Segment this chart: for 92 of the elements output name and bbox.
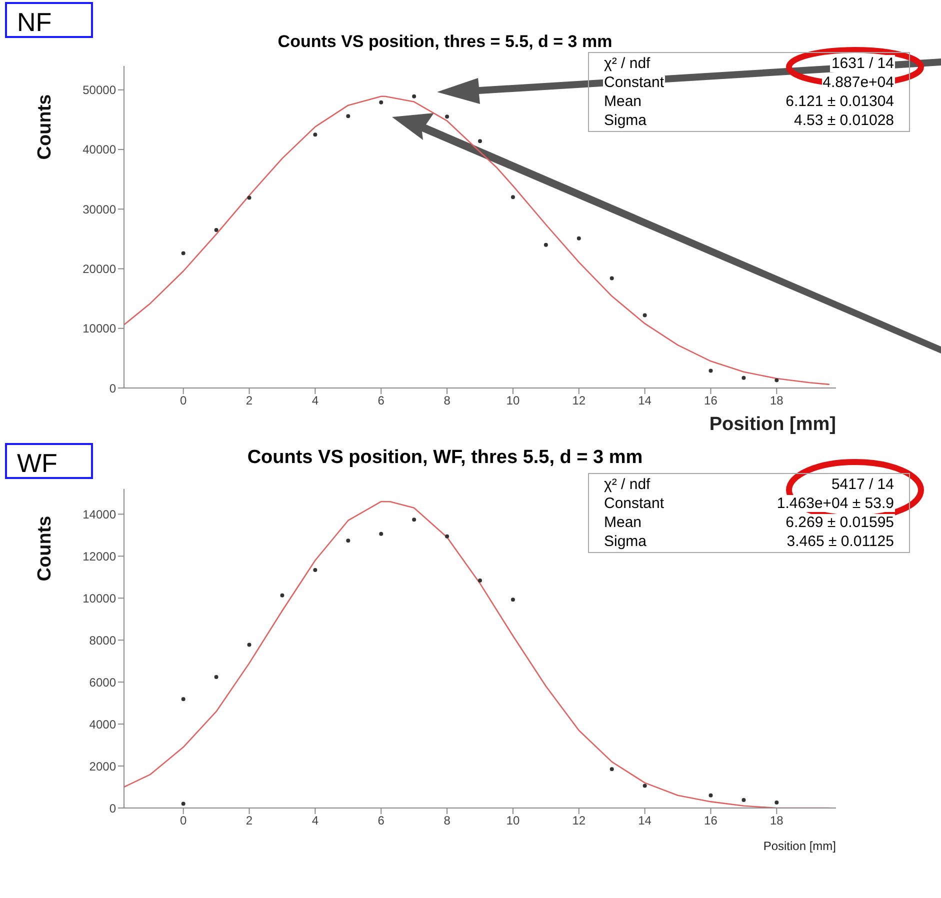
- annotation: Constant: [603, 495, 666, 512]
- point: [510, 195, 515, 200]
- point: [412, 94, 416, 98]
- x-tick-label: 4: [312, 814, 319, 828]
- annotation: 4.53 ± 0.01028: [793, 112, 895, 129]
- annotation: 6.269 ± 0.01595: [784, 514, 895, 531]
- point: [313, 568, 318, 572]
- point: [742, 798, 746, 802]
- y-tick-label: 8000: [89, 633, 116, 648]
- x-tick-label: 10: [506, 814, 520, 828]
- y-tick-label: 4000: [89, 717, 116, 732]
- point: [379, 532, 384, 536]
- y-axis-title: Counts: [34, 516, 56, 582]
- point: [478, 578, 482, 583]
- x-tick-label: 4: [312, 394, 319, 408]
- x-tick-label: 0: [180, 394, 187, 408]
- y-axis-title: Counts: [34, 94, 56, 160]
- annotation: χ² / ndf: [603, 476, 652, 493]
- x-tick-label: 18: [770, 814, 784, 828]
- point: [708, 368, 713, 373]
- annotation: Constant: [603, 74, 666, 91]
- x-tick-label: 6: [378, 814, 385, 828]
- point: [610, 276, 614, 280]
- point: [610, 767, 614, 772]
- y-tick-label: 20000: [82, 262, 116, 276]
- y-tick-label: 10000: [82, 591, 116, 606]
- point: [346, 538, 350, 543]
- point: [742, 376, 746, 380]
- point: [214, 228, 218, 232]
- x-tick-label: 8: [444, 394, 451, 408]
- point: [774, 800, 779, 805]
- point: [478, 139, 482, 144]
- point: [445, 114, 450, 119]
- point: [412, 518, 416, 522]
- x-tick-label: 6: [378, 394, 385, 408]
- x-axis-title: Position [mm]: [763, 839, 836, 853]
- x-tick-label: 14: [638, 814, 652, 828]
- annotation: Sigma: [603, 533, 648, 550]
- point: [576, 236, 581, 240]
- y-tick-label: 10000: [82, 322, 116, 336]
- x-tick-label: 10: [506, 394, 520, 408]
- point: [445, 534, 450, 538]
- annotation: 1631 / 14: [830, 55, 895, 72]
- point: [247, 642, 252, 647]
- x-tick-label: 18: [770, 394, 784, 408]
- x-tick-label: 2: [246, 814, 253, 828]
- y-tick-label: 50000: [82, 83, 116, 98]
- point: [774, 378, 779, 382]
- annotation: Mean: [603, 93, 643, 110]
- chart-title: Counts VS position, thres = 5.5, d = 3 mm: [278, 32, 612, 52]
- x-tick-label: 2: [246, 394, 253, 408]
- point: [247, 196, 252, 200]
- y-tick-label: 14000: [82, 507, 116, 522]
- point: [510, 598, 515, 602]
- x-axis-title: Position [mm]: [709, 414, 836, 435]
- point: [642, 784, 647, 788]
- annotation: 4.887e+04: [822, 74, 895, 91]
- annotation: 3.465 ± 0.01125: [786, 533, 895, 550]
- point: [181, 697, 186, 702]
- annotation: 5417 / 14: [830, 476, 895, 493]
- y-tick-label: 6000: [89, 675, 116, 690]
- point: [280, 593, 284, 598]
- annotation: Sigma: [603, 112, 648, 129]
- point: [379, 100, 384, 104]
- annotation: 1.463e+04 ± 53.9: [776, 495, 895, 512]
- x-tick-label: 14: [638, 394, 652, 408]
- annotation: Mean: [603, 514, 643, 531]
- x-tick-label: 12: [572, 394, 586, 408]
- y-tick-label: 0: [109, 381, 116, 396]
- x-tick-label: 16: [704, 394, 718, 408]
- annotation: 6.121 ± 0.01304: [784, 93, 895, 110]
- point: [544, 242, 548, 247]
- y-tick-label: 2000: [89, 759, 116, 774]
- text: WF: [5, 443, 93, 479]
- point: [181, 251, 186, 256]
- text: NF: [5, 2, 93, 38]
- point: [708, 793, 713, 798]
- y-tick-label: 12000: [82, 549, 116, 564]
- x-tick-label: 12: [572, 814, 586, 828]
- point: [642, 313, 647, 318]
- y-tick-label: 40000: [82, 142, 116, 157]
- point: [313, 132, 318, 137]
- point: [214, 675, 218, 680]
- x-tick-label: 8: [444, 814, 451, 828]
- point: [181, 802, 186, 806]
- x-tick-label: 0: [180, 814, 187, 828]
- x-tick-label: 16: [704, 814, 718, 828]
- point: [346, 114, 350, 118]
- annotation: χ² / ndf: [603, 55, 652, 72]
- y-tick-label: 30000: [82, 202, 116, 216]
- y-tick-label: 0: [109, 801, 116, 816]
- chart-title: Counts VS position, WF, thres 5.5, d = 3 mm: [247, 447, 643, 469]
